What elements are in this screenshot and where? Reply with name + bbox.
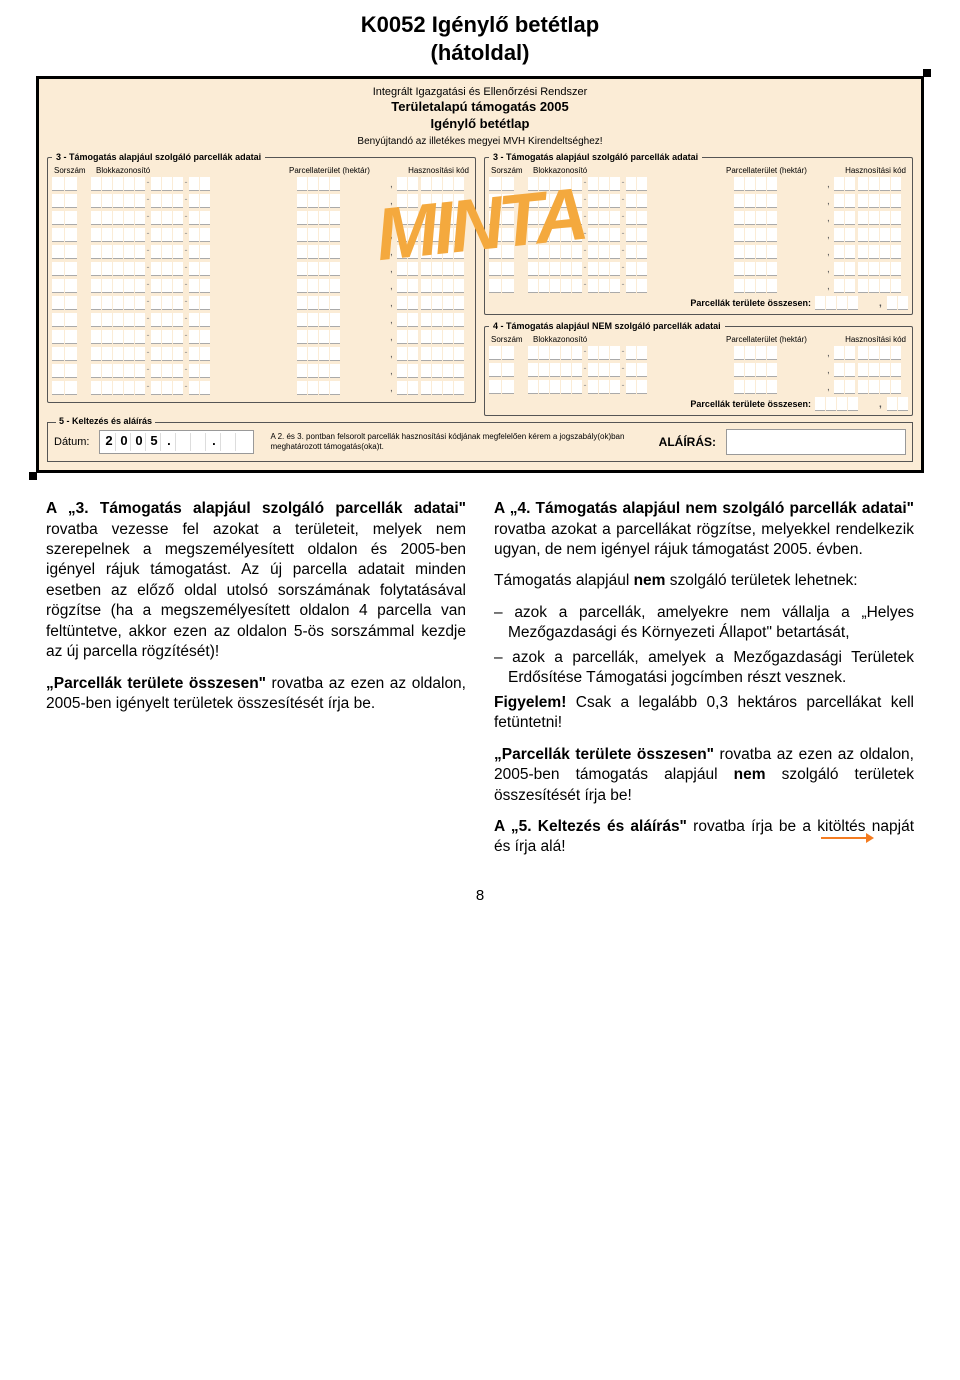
body-col-right: A „4. Támogatás alapjául nem szolgáló pa… <box>494 499 914 869</box>
corner-mark <box>923 69 931 77</box>
section-3-right: 3 - Támogatás alapjául szolgáló parcellá… <box>484 152 913 315</box>
column-headers: Sorszám Blokkazonosító Parcellaterület (… <box>489 166 908 177</box>
para: A „3. Támogatás alapjául szolgáló parcel… <box>46 499 466 663</box>
form-header-line1: Integrált Igazgatási és Ellenőrzési Rend… <box>47 85 913 99</box>
table-row[interactable]: --, <box>489 380 908 394</box>
section-3-legend: 3 - Támogatás alapjául szolgáló parcellá… <box>52 152 265 162</box>
para-lead: „Parcellák területe összesen" <box>494 746 714 763</box>
form-header-line4: Benyújtandó az illetékes megyei MVH Kire… <box>47 135 913 148</box>
col-blokk: Blokkazonosító <box>90 166 289 175</box>
table-row[interactable]: --, <box>489 211 908 225</box>
table-row[interactable]: --, <box>52 279 471 293</box>
para-text: rovatba azokat a parcellákat rögzítse, m… <box>494 521 914 558</box>
table-row[interactable]: --, <box>489 228 908 242</box>
section-5-legend: 5 - Keltezés és aláírás <box>56 416 155 426</box>
col-terulet: Parcellaterület (hektár) <box>726 335 836 344</box>
total-label: Parcellák területe összesen: <box>690 399 811 409</box>
para-bold: nem <box>634 572 666 589</box>
column-headers: Sorszám Blokkazonosító Parcellaterület (… <box>489 335 908 346</box>
table-row[interactable]: --, <box>52 194 471 208</box>
column-headers: Sorszám Blokkazonosító Parcellaterület (… <box>52 166 471 177</box>
para: Támogatás alapjául nem szolgáló területe… <box>494 571 914 591</box>
col-sorszam: Sorszám <box>491 335 527 344</box>
table-row[interactable]: --, <box>52 347 471 361</box>
table-row[interactable]: --, <box>52 330 471 344</box>
form-header-line2: Területalapú támogatás 2005 <box>47 99 913 116</box>
table-row[interactable]: --, <box>52 177 471 191</box>
date-label: Dátum: <box>54 436 89 448</box>
para-bold: nem <box>734 766 766 783</box>
table-row[interactable]: --, <box>52 262 471 276</box>
section-5: 5 - Keltezés és aláírás Dátum: 2005 . . … <box>47 422 913 462</box>
total-row: Parcellák területe összesen: , <box>489 397 908 411</box>
table-row[interactable]: --, <box>52 381 471 395</box>
corner-mark <box>29 472 37 480</box>
para: A „4. Támogatás alapjául nem szolgáló pa… <box>494 499 914 560</box>
para-text: Támogatás alapjául <box>494 572 634 589</box>
col-blokk: Blokkazonosító <box>527 335 726 344</box>
para: „Parcellák területe összesen" rovatba az… <box>46 674 466 715</box>
body-col-left: A „3. Támogatás alapjául szolgáló parcel… <box>46 499 466 869</box>
table-row[interactable]: --, <box>489 245 908 259</box>
body-text: A „3. Támogatás alapjául szolgáló parcel… <box>0 483 960 879</box>
para: „Parcellák területe összesen" rovatba az… <box>494 745 914 806</box>
date-input[interactable]: 2005 . . <box>99 430 254 454</box>
page-subtitle: (hátoldal) <box>0 40 960 76</box>
col-sorszam: Sorszám <box>54 166 90 175</box>
rows-right-bottom: --, --, --, <box>489 346 908 394</box>
section-3-legend-r: 3 - Támogatás alapjául szolgáló parcellá… <box>489 152 702 162</box>
list-item: azok a parcellák, amelyek a Mezőgazdaság… <box>494 648 914 689</box>
para-text: szolgáló területek lehetnek: <box>665 572 857 589</box>
section-3-left: 3 - Támogatás alapjául szolgáló parcellá… <box>47 152 476 403</box>
table-row[interactable]: --, <box>489 177 908 191</box>
table-row[interactable]: --, <box>52 364 471 378</box>
table-row[interactable]: --, <box>489 279 908 293</box>
table-row[interactable]: --, <box>52 211 471 225</box>
col-kod: Hasznosítási kód <box>836 166 906 175</box>
section-4-legend: 4 - Támogatás alapjául NEM szolgáló parc… <box>489 321 725 331</box>
table-row[interactable]: --, <box>489 346 908 360</box>
rows-left: --, --, --, --, --, --, --, --, --, --, --, --, --, <box>52 177 471 395</box>
signature-label: ALÁÍRÁS: <box>659 435 716 449</box>
rows-right-top: --, --, --, --, --, --, --, <box>489 177 908 293</box>
signature-box[interactable] <box>726 429 906 455</box>
col-kod: Hasznosítási kód <box>399 166 469 175</box>
total-label: Parcellák területe összesen: <box>690 298 811 308</box>
page-title: K0052 Igénylő betétlap <box>0 0 960 40</box>
para: Figyelem! Csak a legalább 0,3 hektáros p… <box>494 693 914 734</box>
dash-list: azok a parcellák, amelyekre nem vállalja… <box>494 603 914 689</box>
form-container: Integrált Igazgatási és Ellenőrzési Rend… <box>36 76 924 473</box>
table-row[interactable]: --, <box>489 262 908 276</box>
form-header: Integrált Igazgatási és Ellenőrzési Rend… <box>47 85 913 148</box>
para-lead: A „4. Támogatás alapjául nem szolgáló pa… <box>494 500 914 517</box>
para-lead: „Parcellák területe összesen" <box>46 675 266 692</box>
table-row[interactable]: --, <box>489 363 908 377</box>
form-header-line3: Igénylő betétlap <box>47 116 913 133</box>
para-lead: A „5. Keltezés és aláírás" <box>494 818 687 835</box>
col-blokk: Blokkazonosító <box>527 166 726 175</box>
table-row[interactable]: --, <box>52 245 471 259</box>
sign-declaration: A 2. és 3. pontban felsorolt parcellák h… <box>264 432 648 451</box>
list-item: azok a parcellák, amelyekre nem vállalja… <box>494 603 914 644</box>
arrow-icon <box>821 837 871 839</box>
table-row[interactable]: --, <box>52 296 471 310</box>
table-row[interactable]: --, <box>52 228 471 242</box>
para-lead: Figyelem! <box>494 694 566 711</box>
section-4: 4 - Támogatás alapjául NEM szolgáló parc… <box>484 321 913 416</box>
total-row: Parcellák területe összesen: , <box>489 296 908 310</box>
para-text: rovatba vezesse fel azokat a területeit,… <box>46 521 466 661</box>
table-row[interactable]: --, <box>489 194 908 208</box>
table-row[interactable]: --, <box>52 313 471 327</box>
col-terulet: Parcellaterület (hektár) <box>289 166 399 175</box>
para-lead: A „3. Támogatás alapjául szolgáló parcel… <box>46 500 466 517</box>
col-terulet: Parcellaterület (hektár) <box>726 166 836 175</box>
col-kod: Hasznosítási kód <box>836 335 906 344</box>
col-sorszam: Sorszám <box>491 166 527 175</box>
page-number: 8 <box>0 879 960 918</box>
